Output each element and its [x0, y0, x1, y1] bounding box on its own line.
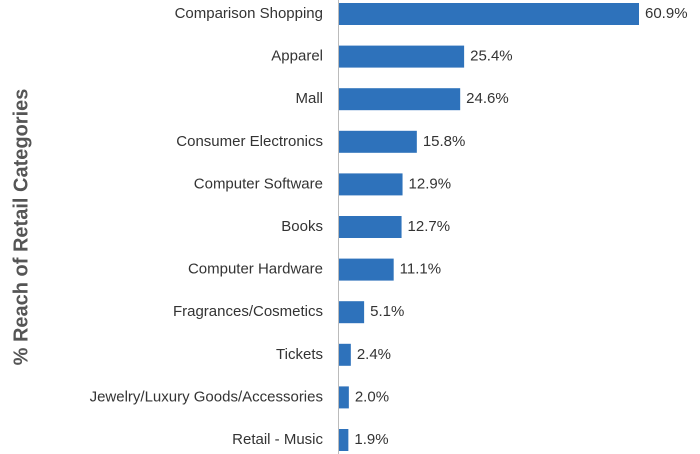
- value-label: 24.6%: [466, 90, 509, 107]
- category-label: Retail - Music: [232, 431, 323, 448]
- category-label: Mall: [295, 90, 323, 107]
- bar: [339, 343, 351, 366]
- category-label: Books: [281, 218, 323, 235]
- value-label: 2.0%: [355, 388, 389, 405]
- value-label: 11.1%: [400, 261, 441, 278]
- category-label: Fragrances/Cosmetics: [173, 303, 323, 320]
- bar: [339, 258, 394, 281]
- category-label: Apparel: [271, 48, 323, 65]
- bar: [339, 429, 349, 451]
- category-label: Computer Hardware: [188, 261, 323, 278]
- bar: [339, 301, 365, 324]
- bar: [339, 173, 403, 196]
- bar: [339, 3, 639, 25]
- value-label: 25.4%: [470, 48, 513, 65]
- category-label: Tickets: [276, 346, 323, 363]
- value-label: 5.1%: [370, 303, 404, 320]
- category-label: Jewelry/Luxury Goods/Accessories: [90, 388, 323, 405]
- bar: [339, 386, 349, 409]
- bar: [339, 130, 417, 153]
- bar: [339, 88, 461, 111]
- value-label: 15.8%: [423, 133, 466, 150]
- value-label: 1.9%: [354, 431, 388, 448]
- value-label: 60.9%: [645, 5, 688, 22]
- category-label: Consumer Electronics: [176, 133, 323, 150]
- value-label: 12.9%: [409, 175, 452, 192]
- bar: [339, 45, 465, 68]
- y-axis-title: % Reach of Retail Categories: [10, 89, 32, 366]
- value-label: 12.7%: [408, 218, 451, 235]
- category-label: Comparison Shopping: [175, 5, 323, 22]
- value-label: 2.4%: [357, 346, 391, 363]
- category-label: Computer Software: [194, 175, 323, 192]
- bar: [339, 216, 402, 238]
